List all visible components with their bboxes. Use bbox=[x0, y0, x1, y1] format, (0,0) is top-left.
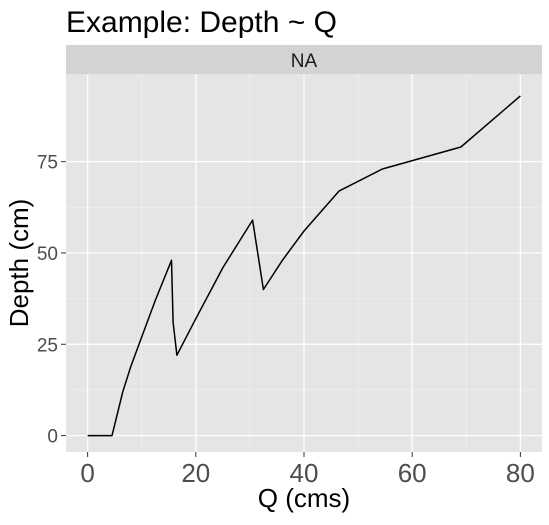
x-tick-label: 40 bbox=[290, 458, 319, 488]
y-tick-label: 0 bbox=[47, 427, 58, 448]
grid-lines bbox=[66, 74, 542, 452]
x-axis-title: Q (cms) bbox=[258, 483, 350, 513]
y-axis-title: Depth (cm) bbox=[4, 199, 34, 328]
y-tick-label: 50 bbox=[37, 244, 58, 265]
facet-strip-label: NA bbox=[291, 51, 318, 72]
series-layer bbox=[87, 95, 521, 437]
x-tick-label: 0 bbox=[80, 458, 94, 488]
chart-title: Example: Depth ~ Q bbox=[66, 6, 337, 39]
x-tick-label: 60 bbox=[398, 458, 427, 488]
x-tick-label: 20 bbox=[181, 458, 210, 488]
facet-strip bbox=[66, 45, 542, 74]
y-tick-label: 25 bbox=[37, 335, 58, 356]
series-line-0 bbox=[87, 95, 521, 437]
x-tick-label: 80 bbox=[506, 458, 535, 488]
y-tick-label: 75 bbox=[37, 153, 58, 174]
axis-layer: 0 20 40 60 80 0 25 50 75 bbox=[37, 153, 535, 488]
